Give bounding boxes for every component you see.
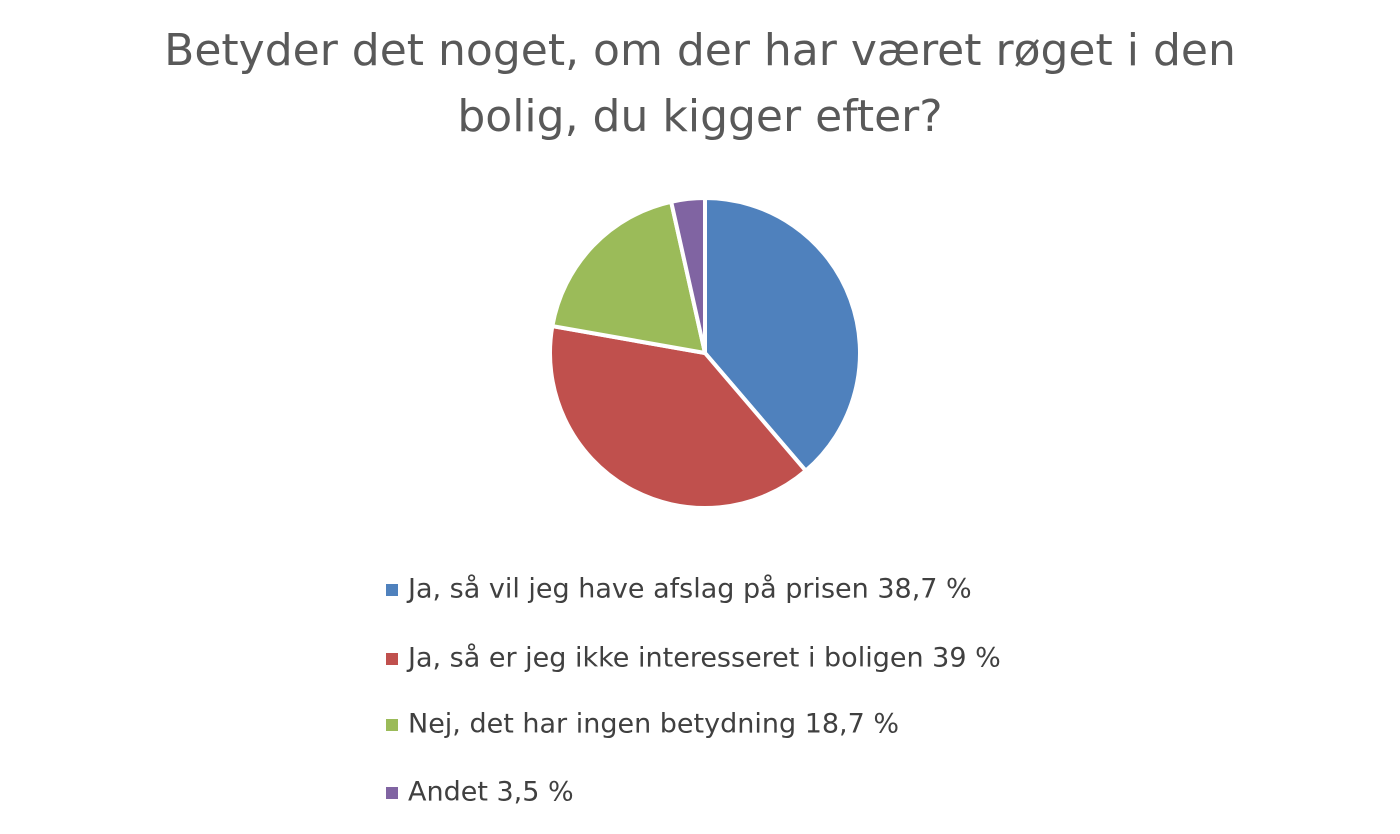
pie-slice: [703, 195, 862, 474]
pie-slice: [668, 195, 707, 354]
legend-swatch: [386, 653, 398, 665]
legend-swatch: [386, 787, 398, 799]
pie-slice: [548, 323, 809, 510]
legend-label: Ja, så er jeg ikke interesseret i bolige…: [406, 643, 1001, 674]
pie-slice: [550, 199, 708, 356]
legend-label: Andet 3,5 %: [408, 777, 574, 808]
legend-label: Ja, så vil jeg have afslag på prisen 38,…: [406, 574, 972, 605]
legend-swatch: [386, 719, 398, 731]
legend-swatch: [386, 584, 398, 596]
chart-title: Betyder det noget, om der har været røge…: [164, 25, 1236, 142]
legend-label: Nej, det har ingen betydning 18,7 %: [408, 709, 899, 740]
